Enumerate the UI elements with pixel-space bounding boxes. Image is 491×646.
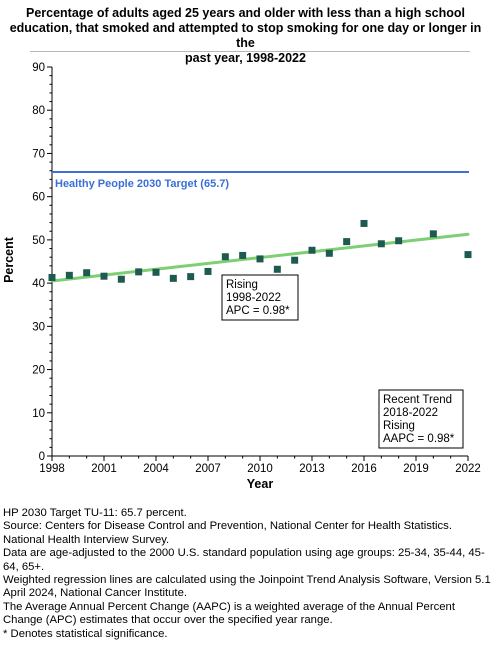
data-point [221, 253, 229, 261]
y-tick-label: 40 [32, 278, 45, 290]
x-tick-label: 2013 [299, 463, 325, 475]
annotation-text: 2018-2022 [383, 407, 438, 419]
annotation-text: APC = 0.98* [226, 305, 290, 317]
target-layer: Healthy People 2030 Target (65.7) [52, 171, 469, 190]
annotation-text: Rising [383, 420, 415, 432]
y-axis-label: Percent [2, 236, 16, 283]
data-point [135, 268, 143, 276]
title-line: past year, 1998-2022 [185, 51, 306, 65]
title-line: Percentage of adults aged 25 years and o… [25, 6, 465, 20]
annotation-text: AAPC = 0.98* [383, 433, 455, 445]
data-point [377, 240, 385, 248]
data-point [117, 275, 125, 283]
title-line: education, that smoked and attempted to … [9, 21, 482, 50]
data-point [256, 255, 264, 263]
y-tick-label: 80 [32, 105, 45, 117]
annotation-text: 1998-2022 [226, 292, 281, 304]
y-tick-label: 30 [32, 321, 45, 333]
annotation-frame [378, 389, 464, 449]
data-point [169, 274, 177, 282]
data-point [187, 273, 195, 281]
footnote-aapc: The Average Annual Percent Change (AAPC)… [3, 600, 455, 627]
x-tick-label: 2007 [195, 463, 221, 475]
data-point [273, 265, 281, 273]
x-tick-label: 1998 [39, 463, 65, 475]
footnote-source: Source: Centers for Disease Control and … [3, 520, 452, 546]
data-point [464, 251, 472, 259]
footnotes: HP 2030 Target TU-11: 65.7 percent. Sour… [3, 507, 491, 641]
data-point [343, 238, 351, 246]
data-point [308, 246, 316, 254]
chart-title: Percentage of adults aged 25 years and o… [0, 6, 491, 66]
chart-area: 0 10 20 30 40 50 60 70 80 90 1998 2001 2004 2007 2010 2… [2, 62, 481, 491]
y-tick-label: 50 [32, 235, 45, 247]
data-point [429, 230, 437, 238]
x-tick-label: 2004 [143, 463, 169, 475]
data-point [100, 272, 108, 280]
y-tick-label: 10 [32, 408, 45, 420]
x-tick-label: 2010 [247, 463, 273, 475]
target-label: Healthy People 2030 Target (65.7) [55, 178, 229, 190]
x-tick-label: 2019 [403, 463, 429, 475]
footnote-target: HP 2030 Target TU-11: 65.7 percent. [3, 507, 187, 519]
data-point [83, 269, 91, 277]
data-point [291, 256, 299, 264]
y-tick-label: 70 [32, 148, 45, 160]
data-point [360, 219, 368, 227]
data-point [325, 249, 333, 257]
y-tick-label: 60 [32, 192, 45, 204]
data-point [204, 267, 212, 275]
data-point [65, 271, 73, 279]
data-point [395, 237, 403, 245]
x-tick-label: 2001 [91, 463, 117, 475]
y-tick-label: 0 [39, 451, 45, 463]
data-point [152, 268, 160, 276]
x-tick-label: 2022 [455, 463, 481, 475]
data-point [239, 251, 247, 259]
axes: 0 10 20 30 40 50 60 70 80 90 1998 2001 2004 2007 2010 2… [32, 62, 481, 475]
annotation-frame [221, 274, 299, 321]
y-tick-label: 90 [32, 62, 45, 74]
data-point [48, 273, 56, 281]
footnote-age-adjust: Data are age-adjusted to the 2000 U.S. s… [3, 547, 485, 573]
x-tick-label: 2016 [351, 463, 377, 475]
title-divider [30, 51, 470, 52]
footnote-significance: * Denotes statistical significance. [3, 627, 168, 640]
points-layer [48, 219, 472, 283]
x-axis-label: Year [247, 477, 274, 491]
annotation-text: Rising [226, 279, 258, 291]
y-tick-label: 20 [32, 365, 45, 377]
footnote-regression: Weighted regression lines are calculated… [3, 574, 491, 600]
annotation-text: Recent Trend [383, 394, 452, 406]
